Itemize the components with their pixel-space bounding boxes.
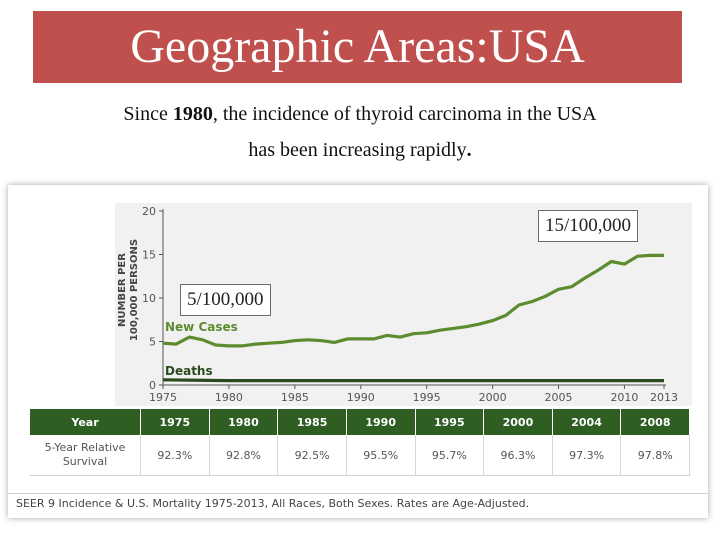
table-header-label: Year bbox=[30, 409, 141, 435]
table-header-year: 2004 bbox=[552, 409, 622, 435]
x-tick-label: 1985 bbox=[281, 391, 309, 404]
callout-high-rate: 15/100,000 bbox=[538, 210, 639, 242]
y-tick-label: 20 bbox=[142, 205, 156, 218]
x-tick-label: 1990 bbox=[347, 391, 375, 404]
slide-title: Geographic Areas:USA bbox=[33, 11, 682, 83]
y-axis-label-line-2: 100,000 PERSONS bbox=[129, 239, 140, 341]
table-header-year: 2000 bbox=[483, 409, 553, 435]
y-axis-label-line-1: NUMBER PER bbox=[117, 253, 128, 327]
table-header-year: 1980 bbox=[209, 409, 279, 435]
x-tick-label: 2005 bbox=[545, 391, 573, 404]
x-tick-label: 2000 bbox=[479, 391, 507, 404]
x-tick-label: 2013 bbox=[650, 391, 678, 404]
subtitle-line-1: Since 1980, the incidence of thyroid car… bbox=[20, 96, 700, 132]
row-label-line-2: Survival bbox=[62, 455, 108, 468]
x-tick-label: 2010 bbox=[610, 391, 638, 404]
subtitle-text-2: has been increasing rapidly bbox=[248, 139, 467, 161]
legend-new-cases: New Cases bbox=[165, 320, 238, 334]
subtitle-text-c: , the incidence of thyroid carcinoma in … bbox=[212, 103, 597, 125]
row-label-line-1: 5-Year Relative bbox=[44, 441, 126, 454]
table-cell: 96.3% bbox=[483, 435, 553, 476]
table-cell: 92.8% bbox=[209, 435, 279, 476]
table-cell: 95.7% bbox=[415, 435, 485, 476]
table-header-year: 2008 bbox=[620, 409, 690, 435]
table-header-year: 1990 bbox=[346, 409, 416, 435]
footnote-divider bbox=[8, 493, 708, 494]
x-tick-label: 1980 bbox=[215, 391, 243, 404]
table-header-year: 1975 bbox=[140, 409, 210, 435]
source-footnote: SEER 9 Incidence & U.S. Mortality 1975-2… bbox=[16, 497, 530, 510]
table-row-label: 5-Year Relative Survival bbox=[30, 435, 141, 476]
x-tick-label: 1975 bbox=[149, 391, 177, 404]
slide-subtitle: Since 1980, the incidence of thyroid car… bbox=[20, 96, 700, 168]
x-tick-label: 1995 bbox=[413, 391, 441, 404]
legend-deaths: Deaths bbox=[165, 364, 213, 378]
y-tick-label: 0 bbox=[149, 379, 156, 392]
new-cases-line bbox=[162, 253, 664, 348]
y-tick-label: 15 bbox=[142, 249, 156, 262]
subtitle-year: 1980 bbox=[172, 103, 213, 125]
table-cell: 92.5% bbox=[277, 435, 347, 476]
subtitle-line-2: has been increasing rapidly. bbox=[20, 132, 700, 168]
table-cell: 97.8% bbox=[620, 435, 690, 476]
subtitle-text-a: Since bbox=[123, 103, 173, 125]
survival-table: Year 1975 1980 1985 1990 1995 2000 2004 … bbox=[30, 409, 690, 476]
table-row: 5-Year Relative Survival 92.3% 92.8% 92.… bbox=[30, 435, 690, 476]
y-tick-label: 5 bbox=[149, 336, 156, 349]
subtitle-period: . bbox=[466, 139, 472, 161]
table-cell: 92.3% bbox=[140, 435, 210, 476]
x-axis: 1975 1980 1985 1990 1995 2000 2005 2010 2013 bbox=[149, 384, 678, 404]
series-group bbox=[162, 253, 664, 383]
table-cell: 97.3% bbox=[552, 435, 622, 476]
table-cell: 95.5% bbox=[346, 435, 416, 476]
y-tick-label: 10 bbox=[142, 292, 156, 305]
table-header-year: 1995 bbox=[415, 409, 485, 435]
table-header-year: 1985 bbox=[277, 409, 347, 435]
y-axis: 0 5 10 15 20 bbox=[142, 205, 164, 392]
table-header-row: Year 1975 1980 1985 1990 1995 2000 2004 … bbox=[30, 409, 690, 435]
deaths-line bbox=[162, 378, 664, 383]
callout-low-rate: 5/100,000 bbox=[180, 284, 271, 316]
